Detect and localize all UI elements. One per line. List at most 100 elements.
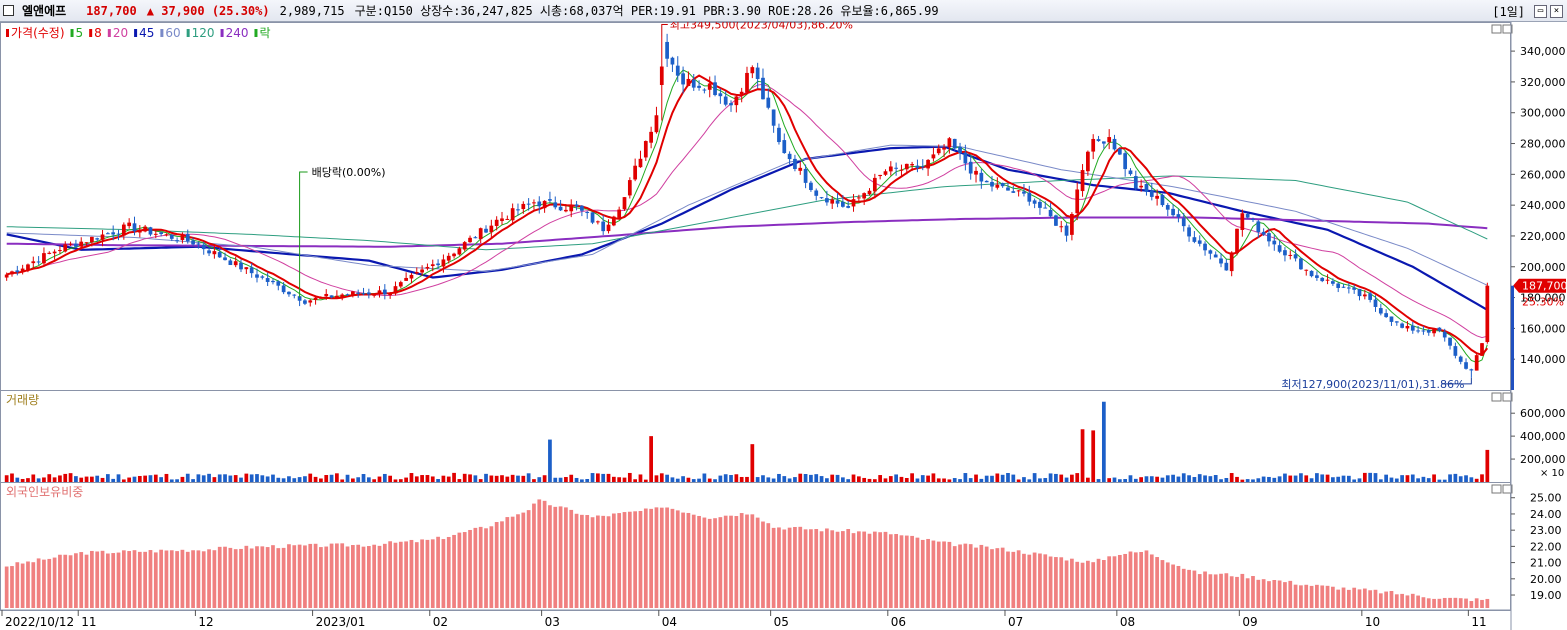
foreign-bar [1410,593,1415,608]
candle [489,219,494,239]
candle-body [90,236,94,243]
candle [825,190,829,206]
foreign-bar [1144,550,1149,608]
period-selector[interactable]: [1일] [1492,5,1525,19]
volume-bar [1117,479,1122,482]
foreign-bar [638,510,643,608]
close-icon[interactable]: × [1550,5,1563,18]
volume-bar [851,474,856,482]
candle-body [1485,285,1490,343]
foreign-bar [1378,593,1383,608]
foreign-bar [750,514,755,608]
select-checkbox[interactable] [3,5,14,16]
foreign-bar [52,557,57,608]
candle [271,278,275,285]
candle [1331,278,1335,286]
volume-bar [548,439,552,482]
y-tick-label: 200,000 [1520,261,1566,274]
candle [1288,250,1293,260]
foreign-bar [468,529,472,608]
candle [734,95,739,113]
candle [537,196,542,214]
volume-bar [841,477,845,482]
foreign-bar [1224,573,1229,608]
candle [313,295,318,305]
candle-body [883,171,888,175]
volume-bar [185,473,190,482]
foreign-bar [79,552,84,608]
candle [670,56,675,72]
candle-body [569,205,574,212]
candle-body [1080,170,1085,192]
foreign-bar [984,546,989,608]
candle [1048,203,1053,219]
candle [180,232,185,244]
foreign-bar [1368,590,1373,608]
candle [787,151,792,165]
candle [1245,213,1250,219]
volume-bar [366,477,371,482]
candle [1160,193,1165,207]
volume-bar [1432,474,1436,482]
candle-body [420,269,424,273]
volume-bar [1378,479,1383,482]
volume-bar [90,476,94,482]
candle-body [1277,245,1282,252]
foreign-bar [457,532,462,608]
candle-body [484,228,488,233]
candle [159,231,163,237]
low-marker [1441,377,1472,385]
x-tick-label: 04 [662,615,677,629]
foreign-bar [233,549,238,608]
candle [777,123,781,145]
volume-bar [1368,472,1373,482]
volume-bar [58,475,62,482]
foreign-bar [681,512,685,608]
foreign-bar [207,549,211,608]
volume-bar [260,475,265,482]
foreign-bar [169,550,174,608]
volume-bar [164,473,169,482]
volume-bar [766,477,771,482]
volume-bar [356,477,361,482]
foreign-bar [899,535,904,608]
candle [1000,182,1005,188]
candle-body [596,221,600,223]
volume-bar [169,479,174,482]
candle [148,226,153,237]
volume-bar [516,475,520,482]
candle-body [1288,254,1293,256]
foreign-bar [1283,582,1287,608]
candle [974,166,978,183]
volume-bar [1283,473,1287,482]
volume-bar [1160,477,1165,482]
foreign-bar [441,539,446,608]
candle-body [260,276,265,278]
volume-bar [686,477,691,482]
candle-body [675,65,680,76]
candle [1011,185,1016,194]
x-tick-label: 02 [433,615,448,629]
foreign-bar [1032,552,1037,608]
candle [90,236,94,247]
candle-body [1133,176,1138,189]
candle [217,247,222,258]
candle [910,161,914,172]
foreign-bar [1128,551,1133,608]
x-tick-label: 12 [198,615,213,629]
minimize-icon[interactable]: ▭ [1534,5,1547,18]
volume-bar [473,475,478,482]
candle [388,292,393,299]
candle-body [1400,323,1404,328]
foreign-bar [1091,562,1096,608]
foreign-bar [825,528,829,608]
candle [329,295,334,299]
foreign-bar [798,526,803,608]
volume-bar [1016,479,1021,482]
candle [1144,183,1149,196]
candle-body [425,266,430,269]
volume-bar [681,476,685,482]
dividend-marker [299,171,308,298]
foreign-bar [553,506,558,608]
legend-marker [220,29,224,37]
